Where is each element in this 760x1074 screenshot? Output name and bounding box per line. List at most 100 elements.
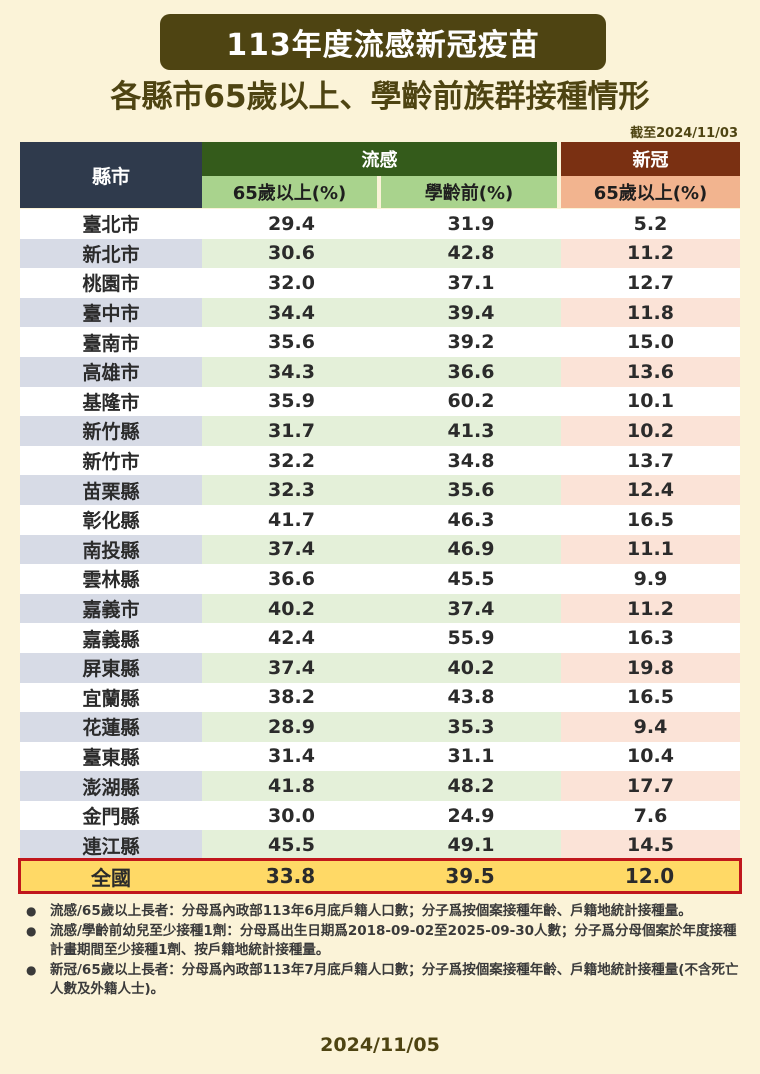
table-row: 屏東縣 37.4 40.2 19.8 xyxy=(20,652,740,683)
table-body: 臺北市 29.4 31.9 5.2 新北市 30.6 42.8 11.2 桃園市 32.0 37.1… xyxy=(20,209,740,861)
flu-preschool-cell: 39.2 xyxy=(381,327,561,357)
city-cell: 基隆市 xyxy=(20,386,202,417)
covid-65-cell: 7.6 xyxy=(561,800,740,831)
flu-preschool-column-header: 學齡前(%) xyxy=(381,176,557,208)
flu-preschool-cell: 43.8 xyxy=(381,682,561,713)
flu-preschool-cell: 36.6 xyxy=(381,356,561,387)
flu-preschool-cell: 60.2 xyxy=(381,386,561,417)
table-row: 金門縣 30.0 24.9 7.6 xyxy=(20,800,740,831)
covid-65-cell: 11.8 xyxy=(561,297,740,328)
city-cell: 澎湖縣 xyxy=(20,771,202,801)
covid-65-cell: 19.8 xyxy=(561,652,740,683)
city-cell: 連江縣 xyxy=(20,830,202,861)
flu-65-cell: 36.6 xyxy=(202,564,381,594)
table-row: 連江縣 45.5 49.1 14.5 xyxy=(20,830,740,861)
footnotes: ● 流感/65歲以上長者：分母爲內政部113年6月底戶籍人口數；分子爲按個案接種… xyxy=(26,902,742,1000)
city-column-header: 縣市 xyxy=(20,142,202,208)
table-row: 桃園市 32.0 37.1 12.7 xyxy=(20,268,740,298)
table-row: 新北市 30.6 42.8 11.2 xyxy=(20,238,740,269)
covid-65-column-header: 65歲以上(%) xyxy=(561,176,740,208)
covid-group-header: 新冠 xyxy=(561,142,740,176)
flu-preschool-cell: 49.1 xyxy=(381,830,561,861)
total-flu-65: 33.8 xyxy=(265,864,316,888)
flu-65-cell: 28.9 xyxy=(202,712,381,742)
flu-preschool-cell: 37.4 xyxy=(381,593,561,624)
table-row: 苗栗縣 32.3 35.6 12.4 xyxy=(20,475,740,505)
covid-65-cell: 12.4 xyxy=(561,475,740,505)
table-row: 花蓮縣 28.9 35.3 9.4 xyxy=(20,712,740,742)
flu-65-cell: 31.7 xyxy=(202,416,381,446)
flu-preschool-cell: 42.8 xyxy=(381,238,561,269)
publish-date: 2024/11/05 xyxy=(320,1034,440,1056)
flu-preschool-cell: 35.3 xyxy=(381,712,561,742)
city-cell: 嘉義市 xyxy=(20,593,202,624)
flu-preschool-cell: 48.2 xyxy=(381,771,561,801)
flu-preschool-cell: 31.1 xyxy=(381,741,561,772)
flu-65-cell: 35.6 xyxy=(202,327,381,357)
flu-65-cell: 30.0 xyxy=(202,800,381,831)
total-covid-65: 12.0 xyxy=(624,864,675,888)
flu-65-cell: 38.2 xyxy=(202,682,381,713)
bullet-icon: ● xyxy=(26,904,37,918)
city-cell: 雲林縣 xyxy=(20,564,202,594)
page-subtitle: 各縣市65歲以上、學齡前族群接種情形 xyxy=(110,79,650,115)
flu-65-cell: 40.2 xyxy=(202,593,381,624)
footnote-text: 流感/65歲以上長者：分母爲內政部113年6月底戶籍人口數；分子爲按個案接種年齡… xyxy=(50,903,692,919)
flu-preschool-cell: 41.3 xyxy=(381,416,561,446)
table-row: 臺中市 34.4 39.4 11.8 xyxy=(20,297,740,328)
covid-65-cell: 11.1 xyxy=(561,534,740,565)
covid-65-cell: 11.2 xyxy=(561,593,740,624)
covid-65-cell: 11.2 xyxy=(561,238,740,269)
flu-65-cell: 37.4 xyxy=(202,652,381,683)
city-cell: 新竹縣 xyxy=(20,416,202,446)
flu-preschool-cell: 34.8 xyxy=(381,445,561,476)
flu-65-cell: 32.2 xyxy=(202,445,381,476)
covid-65-cell: 13.7 xyxy=(561,445,740,476)
city-cell: 南投縣 xyxy=(20,534,202,565)
table-row: 高雄市 34.3 36.6 13.6 xyxy=(20,356,740,387)
table-row: 基隆市 35.9 60.2 10.1 xyxy=(20,386,740,417)
covid-65-cell: 12.7 xyxy=(561,268,740,298)
total-label: 全國 xyxy=(91,865,131,890)
flu-65-cell: 35.9 xyxy=(202,386,381,417)
flu-65-cell: 29.4 xyxy=(202,209,381,239)
bullet-icon: ● xyxy=(26,924,37,938)
city-cell: 嘉義縣 xyxy=(20,623,202,653)
covid-65-cell: 10.2 xyxy=(561,416,740,446)
footnote: ● 新冠/65歲以上長者：分母爲內政部113年7月底戶籍人口數；分子爲按個案接種… xyxy=(26,961,742,999)
flu-group-header: 流感 xyxy=(202,142,557,176)
city-cell: 新竹市 xyxy=(20,445,202,476)
flu-65-cell: 41.7 xyxy=(202,504,381,535)
table-row: 臺東縣 31.4 31.1 10.4 xyxy=(20,741,740,772)
table-row: 雲林縣 36.6 45.5 9.9 xyxy=(20,564,740,594)
flu-65-cell: 37.4 xyxy=(202,534,381,565)
city-cell: 臺東縣 xyxy=(20,741,202,772)
covid-65-cell: 5.2 xyxy=(561,209,740,239)
footnote-text: 流感/學齡前幼兒至少接種1劑：分母爲出生日期爲2018-09-02至2025-0… xyxy=(50,923,737,958)
covid-65-cell: 9.4 xyxy=(561,712,740,742)
city-cell: 金門縣 xyxy=(20,800,202,831)
flu-preschool-cell: 35.6 xyxy=(381,475,561,505)
table-row: 嘉義縣 42.4 55.9 16.3 xyxy=(20,623,740,653)
as-of-date: 截至2024/11/03 xyxy=(630,126,738,141)
flu-65-cell: 34.4 xyxy=(202,297,381,328)
flu-65-cell: 42.4 xyxy=(202,623,381,653)
flu-preschool-cell: 46.3 xyxy=(381,504,561,535)
covid-65-cell: 16.5 xyxy=(561,504,740,535)
table-row: 臺北市 29.4 31.9 5.2 xyxy=(20,209,740,239)
covid-65-cell: 15.0 xyxy=(561,327,740,357)
covid-65-cell: 17.7 xyxy=(561,771,740,801)
flu-preschool-cell: 37.1 xyxy=(381,268,561,298)
table-row: 宜蘭縣 38.2 43.8 16.5 xyxy=(20,682,740,713)
covid-65-cell: 9.9 xyxy=(561,564,740,594)
table-row: 南投縣 37.4 46.9 11.1 xyxy=(20,534,740,565)
covid-65-cell: 14.5 xyxy=(561,830,740,861)
page-title: 113年度流感新冠疫苗 xyxy=(160,14,606,70)
footnote-text: 新冠/65歲以上長者：分母爲內政部113年7月底戶籍人口數；分子爲按個案接種年齡… xyxy=(50,962,739,997)
total-flu-preschool: 39.5 xyxy=(445,864,495,888)
flu-preschool-cell: 46.9 xyxy=(381,534,561,565)
table-row: 新竹縣 31.7 41.3 10.2 xyxy=(20,416,740,446)
flu-preschool-cell: 24.9 xyxy=(381,800,561,831)
flu-65-cell: 32.3 xyxy=(202,475,381,505)
flu-preschool-cell: 45.5 xyxy=(381,564,561,594)
